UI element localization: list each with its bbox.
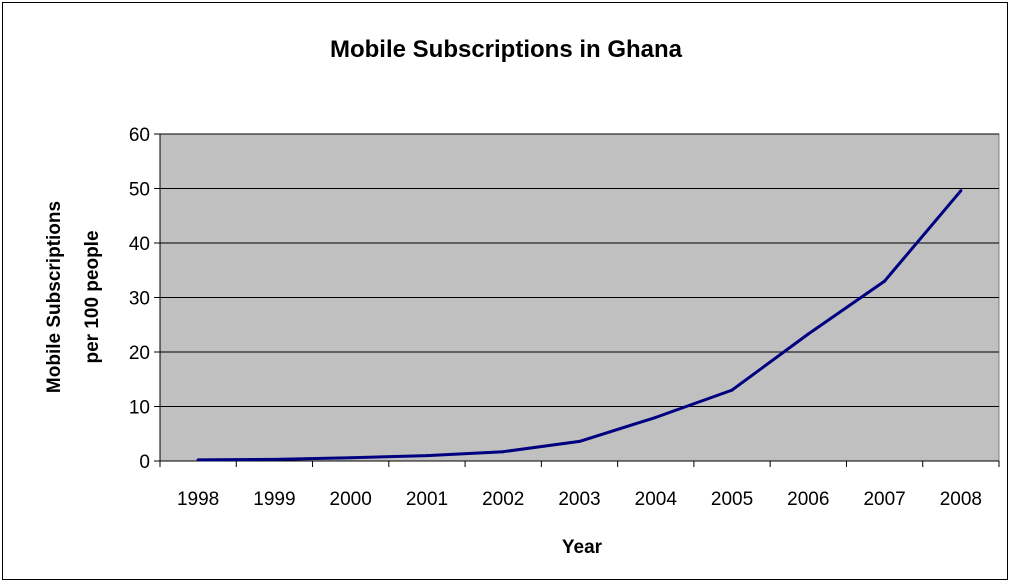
data-point xyxy=(578,439,581,443)
x-tick-label: 2003 xyxy=(558,489,600,510)
data-point xyxy=(501,450,505,454)
x-axis-ticks: 1998 1999 2000 2001 2002 2003 2004 2005 2006 2007… xyxy=(159,461,1000,510)
data-point xyxy=(196,458,200,462)
y-tick-label: 50 xyxy=(129,180,150,201)
y-tick-label: 10 xyxy=(129,398,150,419)
x-tick-label: 2004 xyxy=(635,489,678,510)
chart-title: Mobile Subscriptions in Ghana xyxy=(329,36,683,63)
y-tick-label: 30 xyxy=(129,289,150,310)
data-point xyxy=(654,415,658,419)
x-tick-label: 2002 xyxy=(482,489,524,510)
data-point xyxy=(730,388,734,392)
x-tick-label: 2008 xyxy=(940,489,982,510)
x-tick-label: 1998 xyxy=(177,489,219,510)
x-tick-label: 2001 xyxy=(406,489,448,510)
x-tick-label: 2007 xyxy=(863,489,905,510)
data-point xyxy=(349,456,353,460)
data-point xyxy=(883,279,887,283)
x-axis-title: Year xyxy=(562,537,603,558)
y-axis-title-line2: per 100 people xyxy=(82,230,103,363)
gridlines xyxy=(160,133,999,407)
data-point xyxy=(425,454,429,458)
y-tick-label: 40 xyxy=(129,234,150,255)
data-series xyxy=(196,189,963,462)
x-tick-label: 2000 xyxy=(330,489,372,510)
x-tick-label: 2005 xyxy=(711,489,753,510)
y-axis-ticks: 0 10 20 30 40 50 60 xyxy=(129,125,160,473)
y-tick-label: 60 xyxy=(129,125,150,146)
y-tick-label: 0 xyxy=(139,452,150,473)
data-point xyxy=(806,332,810,336)
x-tick-label: 1999 xyxy=(253,489,295,510)
y-axis-title-line1: Mobile Subscriptions xyxy=(44,201,65,393)
y-tick-label: 20 xyxy=(129,343,150,364)
data-point xyxy=(959,189,963,193)
data-point xyxy=(272,457,276,461)
x-tick-label: 2006 xyxy=(787,489,829,510)
